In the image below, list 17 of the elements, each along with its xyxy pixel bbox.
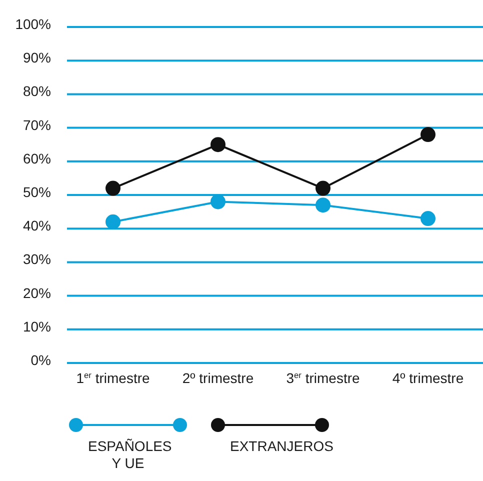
- y-tick-label: 80%: [22, 82, 51, 99]
- y-tick-label: 60%: [22, 150, 51, 166]
- y-tick-label: 20%: [22, 284, 51, 301]
- y-tick-label: 90%: [22, 49, 51, 66]
- y-tick-label: 70%: [22, 116, 51, 133]
- y-tick-label: 40%: [22, 217, 51, 234]
- y-tick-label: 50%: [22, 184, 51, 200]
- legend-label: EXTRANJEROS: [230, 438, 334, 455]
- x-tick-label: 3$^{er}$ trimestre: [286, 370, 360, 386]
- y-tick-label: 30%: [22, 250, 51, 267]
- x-tick-label: 1$^{er}$ trimestre: [76, 370, 150, 386]
- legend-label: ESPAÑOLES Y UE: [88, 438, 172, 472]
- x-tick-label: 4º trimestre: [392, 370, 464, 386]
- y-tick-label: 10%: [22, 318, 51, 334]
- y-tick-label: 0%: [30, 352, 51, 368]
- x-tick-label: 2º trimestre: [182, 370, 254, 386]
- y-tick-label: 100%: [15, 16, 51, 32]
